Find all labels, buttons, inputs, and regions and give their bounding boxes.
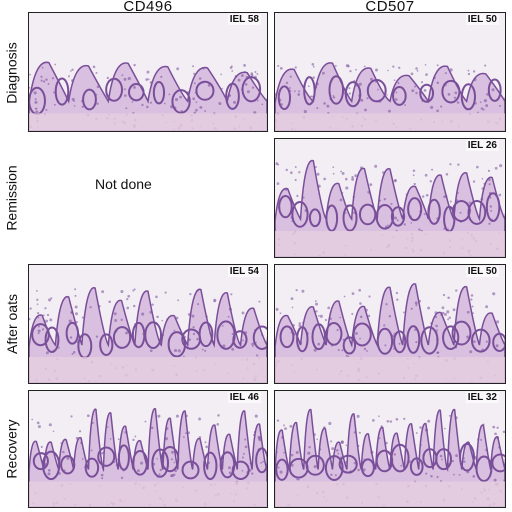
histology-image-cd496-recovery: IEL 46: [28, 390, 268, 508]
iel-count-label: IEL 50: [465, 266, 499, 277]
histology-image-cd507-remission: IEL 26: [274, 138, 506, 258]
row-label-after-oats: After oats: [4, 294, 21, 354]
iel-count-label: IEL 46: [227, 392, 261, 403]
iel-count-label: IEL 50: [465, 14, 499, 25]
row-label-recovery: Recovery: [4, 419, 21, 479]
histology-image-cd496-diagnosis: IEL 58: [28, 12, 268, 132]
column-header-cd507: CD507: [365, 0, 415, 15]
not-done-text: Not done: [95, 176, 152, 192]
row-label-diagnosis: Diagnosis: [4, 42, 21, 104]
histology-image-cd507-recovery: IEL 32: [274, 390, 506, 508]
histology-image-cd507-diagnosis: IEL 50: [274, 12, 506, 132]
histology-image-cd507-after-oats: IEL 50: [274, 264, 506, 384]
iel-count-label: IEL 58: [227, 14, 261, 25]
iel-count-label: IEL 54: [227, 266, 261, 277]
iel-count-label: IEL 26: [465, 140, 499, 151]
histology-image-cd496-after-oats: IEL 54: [28, 264, 268, 384]
column-header-cd496: CD496: [123, 0, 173, 15]
row-label-remission: Remission: [4, 165, 21, 231]
iel-count-label: IEL 32: [465, 392, 499, 403]
